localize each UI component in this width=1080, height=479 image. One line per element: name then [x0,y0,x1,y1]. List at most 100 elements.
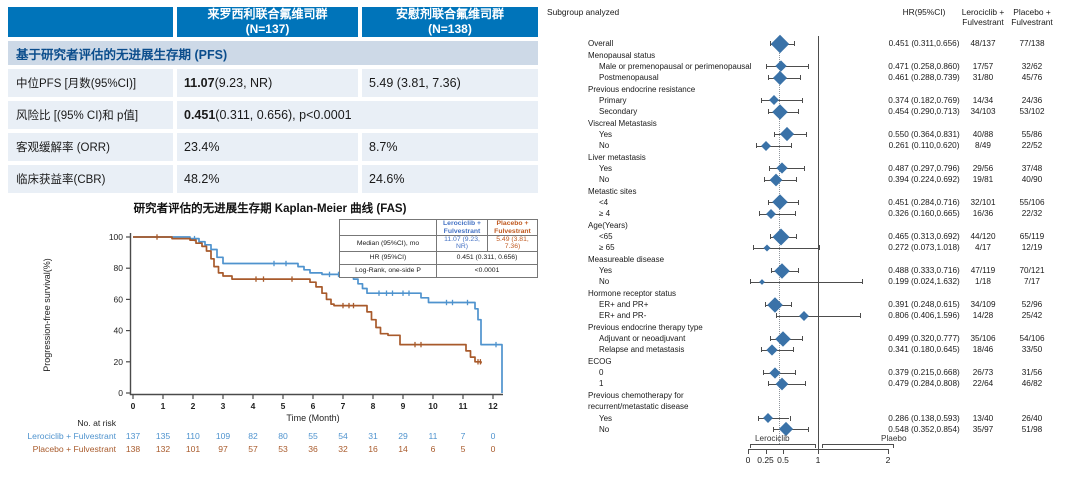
forest-row: Age(Years) [540,220,1058,231]
forest-lerociclib-count: 35/97 [972,424,994,434]
forest-row-label: Yes [599,163,613,173]
forest-placebo-count: 55/106 [1019,197,1045,207]
forest-hr-text: 0.341 (0.180,0.645) [888,345,960,355]
forest-row-label: Viscreal Metastasis [588,118,657,128]
forest-ci-marker [744,127,888,142]
forest-row-label: ECOG [588,356,612,366]
forest-header-placebo: Placebo + Fulvestrant [1011,7,1053,27]
svg-text:100: 100 [109,232,123,242]
forest-row-label: <4 [599,197,609,207]
forest-placebo-count: 45/76 [1021,73,1043,83]
forest-ci-marker [744,422,888,437]
svg-text:0: 0 [118,388,123,398]
forest-row-label: Previous chemotherapy for [588,390,684,400]
svg-text:9: 9 [401,401,406,411]
forest-row: No 0.261 (0.110,0.620) 8/49 22/52 [540,140,1058,151]
forest-row-label: No [599,277,610,287]
svg-text:No. at risk: No. at risk [77,418,116,428]
svg-text:36: 36 [308,444,318,454]
svg-text:Placebo + Fulvestrant: Placebo + Fulvestrant [33,444,117,454]
forest-row-label: Measureable disease [588,254,665,264]
forest-row: Adjuvant or neoadjuvant 0.499 (0.320,0.7… [540,330,1058,347]
forest-bracket-left [750,444,816,448]
forest-row-label: Overall [588,39,614,49]
svg-text:14: 14 [398,444,408,454]
summary-row-value: 23.4% [177,133,358,161]
forest-lerociclib-count: 4/17 [975,243,991,253]
forest-row-label: <65 [599,232,613,242]
forest-row-label: ER+ and PR+ [599,300,649,310]
forest-hr-text: 0.199 (0.024,1.632) [888,277,960,287]
forest-row-label: Liver metastasis [588,152,646,162]
forest-lerociclib-count: 8/49 [975,141,991,151]
svg-text:1: 1 [161,401,166,411]
svg-text:29: 29 [398,431,408,441]
forest-ci-marker [744,344,888,356]
forest-row-label: Male or premenopausal or perimenopausal [599,61,752,71]
svg-text:16: 16 [368,444,378,454]
svg-text:11: 11 [429,431,438,441]
forest-hr-text: 0.465 (0.313,0.692) [888,232,960,242]
forest-row: No 0.394 (0.224,0.692) 19/81 40/90 [540,173,1058,187]
forest-row-label: Adjuvant or neoadjuvant [599,334,686,344]
forest-header-lerociclib: Lerociclib + Fulvestrant [961,7,1005,27]
forest-ci-marker [744,412,888,423]
forest-row: Primary 0.374 (0.182,0.769) 14/34 24/36 [540,95,1058,106]
summary-row-value: 11.07 (9.23, NR) [177,69,358,97]
summary-row-label: 中位PFS [月数(95%CI)] [8,69,173,97]
svg-text:5: 5 [461,444,466,454]
forest-row: ≥ 4 0.326 (0.160,0.665) 16/36 22/32 [540,208,1058,219]
forest-row-label: Postmenopausal [599,73,659,83]
forest-row-label: Secondary [599,107,638,117]
svg-text:20: 20 [114,357,124,367]
forest-row-label: recurrent/metastatic disease [588,402,689,412]
forest-placebo-count: 54/106 [1019,334,1045,344]
forest-lerociclib-count: 40/88 [972,129,994,139]
svg-text:5: 5 [281,401,286,411]
svg-text:0: 0 [131,401,136,411]
forest-row-label: Yes [599,413,613,423]
forest-ci-marker [744,262,888,279]
forest-row: Yes 0.286 (0.138,0.593) 13/40 26/40 [540,412,1058,423]
forest-placebo-count: 55/86 [1021,129,1043,139]
forest-ci-marker [744,366,888,379]
forest-axis-tick-label: 0.5 [777,455,789,465]
forest-ci-marker [744,330,888,347]
forest-row-label: No [599,141,610,151]
svg-text:12: 12 [488,401,498,411]
svg-text:Progression-free survival(%): Progression-free survival(%) [42,258,52,372]
forest-row-label: Hormone receptor status [588,288,677,298]
svg-text:80: 80 [114,263,124,273]
svg-text:2: 2 [191,401,196,411]
forest-hr-text: 0.471 (0.258,0.860) [888,61,960,71]
forest-lerociclib-count: 34/109 [970,300,996,310]
forest-favors-placebo-label: Plaebo [881,434,907,443]
forest-lerociclib-count: 22/64 [972,379,994,389]
forest-lerociclib-count: 14/34 [972,95,994,105]
svg-text:0: 0 [491,444,496,454]
forest-axis-tick [888,450,889,454]
forest-row-label: No [599,175,610,185]
svg-text:97: 97 [218,444,228,454]
forest-axis-tick-label: 0 [745,455,751,465]
forest-row: Yes 0.488 (0.333,0.716) 47/119 70/121 [540,262,1058,279]
forest-lerociclib-count: 48/137 [970,39,996,49]
svg-text:0: 0 [491,431,496,441]
forest-lerociclib-count: 16/36 [972,209,994,219]
svg-text:110: 110 [186,431,200,441]
forest-row: Menopausal status [540,49,1058,60]
forest-row: 1 0.479 (0.284,0.808) 22/64 46/82 [540,377,1058,391]
forest-hr-text: 0.374 (0.182,0.769) [888,95,960,105]
forest-hr-text: 0.379 (0.215,0.668) [888,368,960,378]
forest-row-label: Yes [599,266,613,276]
forest-placebo-count: 40/90 [1021,175,1043,185]
forest-row-label: Previous endocrine therapy type [588,322,703,332]
forest-lerociclib-count: 32/101 [970,197,996,207]
forest-hr-text: 0.451 (0.284,0.716) [888,197,960,207]
forest-placebo-count: 7/17 [1024,277,1040,287]
forest-row: Overall 0.451 (0.311,0.656) 48/137 77/138 [540,34,1058,53]
svg-text:54: 54 [338,431,348,441]
forest-placebo-count: 46/82 [1021,379,1043,389]
svg-text:10: 10 [428,401,438,411]
